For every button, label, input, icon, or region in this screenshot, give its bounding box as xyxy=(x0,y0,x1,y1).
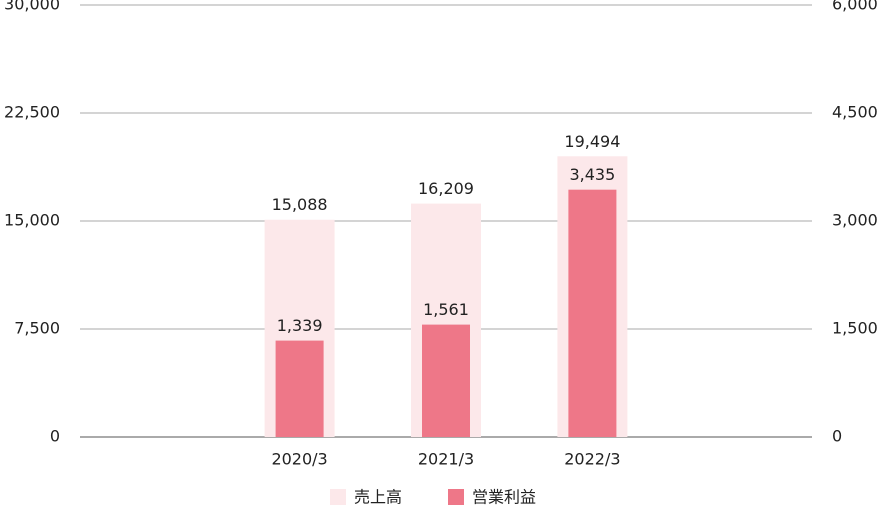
y2-tick-label: 1,500 xyxy=(832,319,878,338)
value-label: 15,088 xyxy=(272,195,328,214)
y2-tick-label: 0 xyxy=(832,427,842,446)
y-tick-label: 30,000 xyxy=(4,0,60,14)
value-label: 19,494 xyxy=(564,132,620,151)
x-tick-label: 2021/3 xyxy=(418,450,474,469)
value-label: 16,209 xyxy=(418,179,474,198)
y2-tick-label: 4,500 xyxy=(832,103,878,122)
y-tick-label: 22,500 xyxy=(4,103,60,122)
x-tick-label: 2022/3 xyxy=(564,450,620,469)
legend-swatch xyxy=(330,489,346,505)
bar xyxy=(568,189,617,437)
y2-tick-label: 6,000 xyxy=(832,0,878,14)
value-label: 1,561 xyxy=(423,300,469,319)
y-tick-label: 0 xyxy=(50,427,60,446)
x-tick-label: 2020/3 xyxy=(271,450,327,469)
bar xyxy=(275,340,324,437)
y2-tick-label: 3,000 xyxy=(832,211,878,230)
y-tick-label: 7,500 xyxy=(14,319,60,338)
legend-label: 営業利益 xyxy=(472,488,536,507)
legend-label: 売上高 xyxy=(354,488,402,507)
value-label: 3,435 xyxy=(569,165,615,184)
bar xyxy=(422,324,470,437)
value-label: 1,339 xyxy=(277,316,323,335)
y-tick-label: 15,000 xyxy=(4,211,60,230)
legend-swatch xyxy=(448,489,464,505)
